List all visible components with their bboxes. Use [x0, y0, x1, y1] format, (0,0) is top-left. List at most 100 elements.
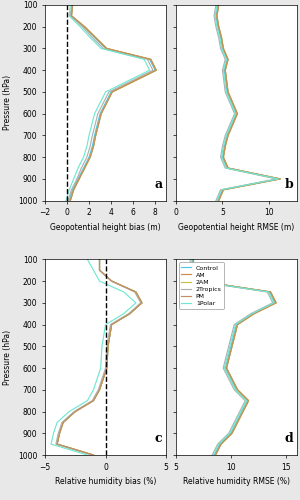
Control [61, 420, 65, 426]
2Tropics [232, 420, 236, 426]
1Polar [64, 198, 68, 203]
2Tropics [109, 322, 112, 328]
PM [68, 198, 72, 203]
1Polar [222, 67, 225, 73]
2Tropics [80, 165, 83, 171]
2Tropics [214, 2, 218, 8]
PM [98, 267, 101, 273]
2Tropics [232, 322, 236, 328]
2AM [72, 187, 75, 193]
Line: 1Polar: 1Polar [191, 260, 274, 455]
2Tropics [227, 430, 230, 436]
Line: PM: PM [194, 260, 276, 455]
2Tropics [219, 187, 222, 193]
1Polar [68, 13, 71, 19]
2Tropics [98, 256, 101, 262]
Y-axis label: Pressure (hPa): Pressure (hPa) [3, 76, 12, 130]
AM [222, 46, 225, 52]
PM [105, 365, 109, 371]
Line: 2Tropics: 2Tropics [68, 5, 153, 200]
2Tropics [60, 420, 64, 426]
2AM [61, 420, 65, 426]
2Tropics [91, 398, 94, 404]
2AM [236, 110, 239, 116]
1Polar [233, 387, 237, 393]
PM [110, 89, 114, 95]
Control [98, 267, 101, 273]
AM [74, 408, 77, 414]
1Polar [195, 278, 199, 284]
Control [277, 176, 280, 182]
2AM [140, 300, 144, 306]
AM [217, 198, 220, 203]
Control [268, 289, 271, 295]
Line: AM: AM [70, 5, 156, 200]
AM [71, 2, 74, 8]
Control [148, 56, 152, 62]
AM [92, 398, 95, 404]
AM [68, 198, 72, 203]
2Tropics [224, 89, 227, 95]
2AM [154, 67, 158, 73]
2Tropics [75, 176, 79, 182]
PM [106, 344, 110, 349]
AM [217, 24, 220, 30]
PM [71, 2, 74, 8]
PM [241, 408, 245, 414]
2Tropics [91, 132, 94, 138]
2Tropics [107, 89, 111, 95]
2AM [278, 176, 282, 182]
PM [105, 46, 109, 52]
2Tropics [98, 267, 101, 273]
1Polar [224, 165, 228, 171]
Control [55, 441, 59, 447]
1Polar [224, 132, 228, 138]
Line: AM: AM [217, 5, 280, 200]
2AM [217, 198, 220, 203]
PM [94, 132, 98, 138]
PM [222, 187, 225, 193]
1Polar [250, 310, 253, 316]
Control [76, 176, 80, 182]
2AM [110, 89, 114, 95]
Control [224, 365, 227, 371]
Control [216, 2, 220, 8]
Control [196, 278, 200, 284]
PM [222, 46, 225, 52]
2AM [88, 154, 92, 160]
1Polar [85, 256, 89, 262]
AM [236, 110, 239, 116]
Control [225, 132, 229, 138]
1Polar [134, 300, 138, 306]
PM [72, 187, 75, 193]
2Tropics [66, 198, 70, 203]
PM [226, 132, 230, 138]
Control [93, 132, 96, 138]
2AM [222, 46, 225, 52]
2Tropics [232, 387, 236, 393]
2Tropics [224, 165, 227, 171]
2AM [222, 154, 225, 160]
1Polar [104, 322, 107, 328]
1Polar [85, 452, 89, 458]
AM [252, 310, 256, 316]
2Tropics [102, 46, 105, 52]
PM [83, 24, 86, 30]
Line: PM: PM [217, 5, 280, 200]
AM [94, 34, 98, 40]
PM [149, 56, 152, 62]
2AM [110, 322, 113, 328]
Line: Control: Control [192, 260, 275, 455]
Control [110, 278, 113, 284]
Line: 2Tropics: 2Tropics [214, 5, 277, 200]
1Polar [223, 365, 226, 371]
1Polar [68, 2, 72, 8]
1Polar [224, 56, 228, 62]
AM [106, 344, 110, 349]
2AM [192, 267, 195, 273]
2Tropics [271, 300, 275, 306]
2AM [222, 187, 225, 193]
2Tropics [68, 13, 72, 19]
2Tropics [146, 56, 149, 62]
Control [235, 387, 238, 393]
